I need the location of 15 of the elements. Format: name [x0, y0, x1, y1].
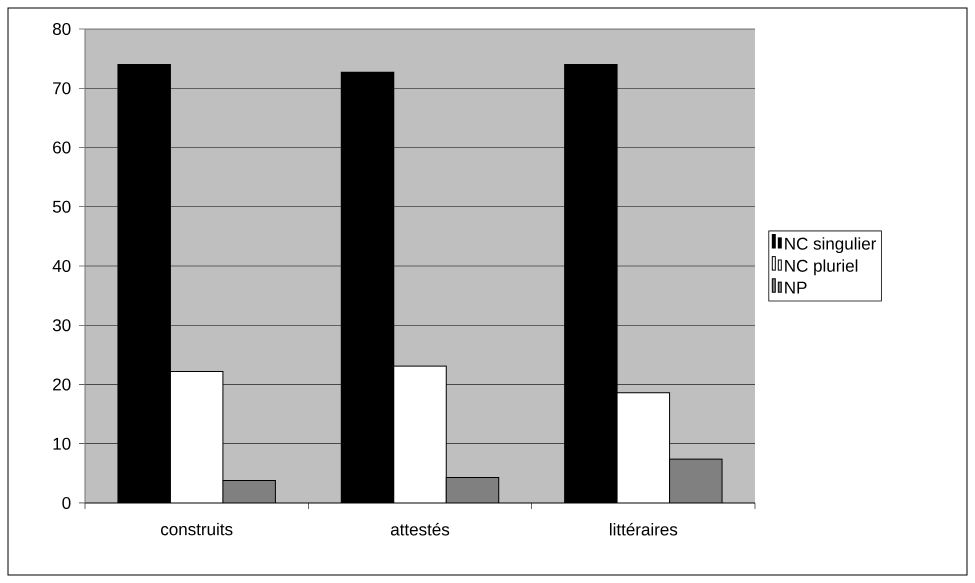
x-tick-label: construits: [161, 522, 232, 536]
y-tick-label: 30: [52, 319, 70, 332]
legend-label: NC pluriel: [785, 259, 858, 276]
legend-label: NP: [785, 282, 807, 294]
y-tick-label: 20: [53, 378, 70, 391]
y-tick-label: 50: [52, 200, 70, 213]
legend-label: NC singulier: [785, 237, 876, 254]
y-tick-label: 70: [53, 82, 70, 94]
y-tick-label: 0: [62, 496, 70, 510]
x-tick-label: attestés: [390, 522, 450, 536]
y-tick-label: 10: [54, 438, 70, 450]
y-tick-label: 80: [52, 22, 70, 36]
x-tick-label: littéraires: [610, 522, 678, 536]
y-tick-label: 40: [52, 260, 70, 272]
y-tick-label: 60: [53, 141, 70, 154]
